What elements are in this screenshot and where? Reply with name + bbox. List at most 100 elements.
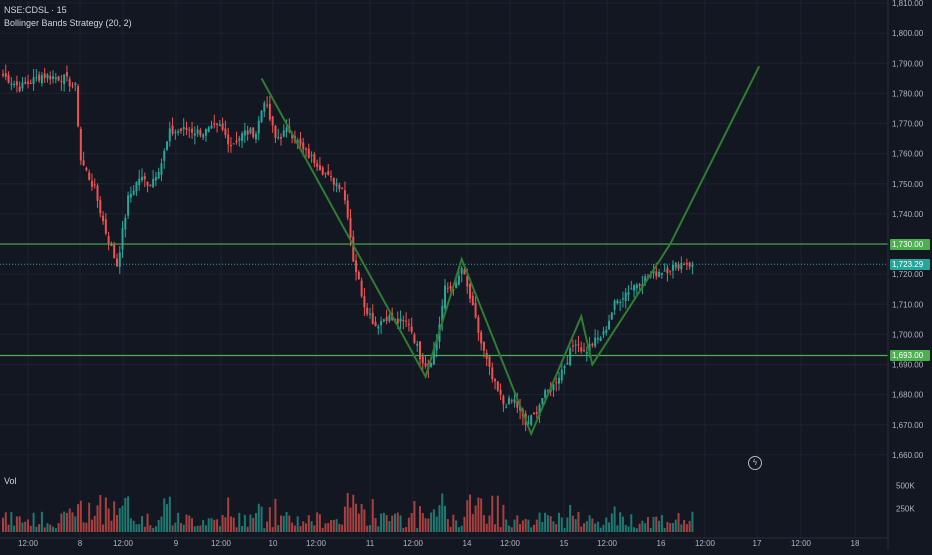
candle-body bbox=[532, 413, 535, 415]
volume-bar bbox=[480, 498, 483, 532]
volume-bar bbox=[338, 523, 341, 532]
time-tick-label: 12:00 bbox=[18, 539, 39, 548]
candle-body bbox=[179, 128, 182, 132]
symbol-title[interactable]: NSE:CDSL · 15 bbox=[4, 5, 67, 15]
volume-bar bbox=[260, 506, 263, 532]
volume-bar bbox=[630, 514, 633, 532]
volume-bar bbox=[124, 497, 127, 532]
candle-body bbox=[591, 343, 594, 346]
volume-bar bbox=[207, 518, 210, 532]
candle-body bbox=[349, 217, 352, 238]
volume-bar bbox=[516, 515, 519, 532]
candle-body bbox=[513, 399, 516, 403]
candle-body bbox=[127, 195, 130, 216]
volume-bar bbox=[419, 506, 421, 532]
candle-body bbox=[352, 236, 355, 262]
volume-bar bbox=[29, 525, 32, 532]
candle-body bbox=[135, 182, 138, 192]
volume-bar bbox=[658, 520, 661, 532]
price-axis-panel bbox=[888, 0, 932, 550]
volume-bar bbox=[666, 521, 669, 532]
lightning-icon[interactable]: ϟ bbox=[748, 456, 762, 470]
volume-bar bbox=[107, 508, 110, 532]
volume-bar bbox=[93, 515, 96, 532]
volume-bar bbox=[15, 516, 18, 532]
volume-bar bbox=[569, 505, 572, 532]
volume-bar bbox=[346, 492, 349, 532]
candle-body bbox=[263, 103, 266, 112]
candle-body bbox=[310, 154, 313, 156]
volume-bar bbox=[505, 519, 508, 532]
volume-bar bbox=[566, 517, 569, 532]
pattern-drawing[interactable] bbox=[260, 65, 761, 437]
candle-body bbox=[413, 334, 416, 343]
volume-bar bbox=[519, 524, 522, 532]
candle-body bbox=[516, 401, 519, 408]
candle-body bbox=[196, 129, 199, 134]
horizontal-levels[interactable] bbox=[0, 243, 888, 357]
candle-body bbox=[466, 275, 469, 287]
candle-body bbox=[527, 422, 530, 424]
volume-bar bbox=[280, 515, 282, 532]
volume-bar bbox=[382, 512, 385, 532]
candle-body bbox=[602, 331, 605, 335]
time-tick-label: 15 bbox=[560, 539, 569, 548]
volume-bar bbox=[241, 526, 244, 532]
volume-bar bbox=[413, 501, 416, 532]
volume-bar bbox=[388, 521, 391, 532]
volume-bar bbox=[541, 522, 544, 532]
volume-bar bbox=[455, 520, 458, 532]
candle-body bbox=[630, 288, 633, 290]
volume-bar bbox=[110, 520, 113, 532]
volume-bar bbox=[90, 519, 93, 532]
candle-body bbox=[296, 140, 299, 144]
candle-body bbox=[271, 116, 274, 126]
volume-bar bbox=[585, 521, 588, 532]
volume-bar bbox=[160, 516, 163, 532]
candle-body bbox=[77, 86, 80, 127]
volume-bar bbox=[507, 525, 510, 532]
volume-bar bbox=[683, 520, 686, 532]
volume-bar bbox=[277, 525, 280, 532]
candle-body bbox=[491, 367, 494, 380]
volume-bar bbox=[663, 527, 666, 532]
candle-body bbox=[671, 264, 674, 271]
candle-body bbox=[249, 128, 252, 134]
volume-bar bbox=[680, 524, 683, 532]
candle-body bbox=[360, 280, 363, 297]
indicator-title[interactable]: Bollinger Bands Strategy (20, 2) bbox=[4, 18, 132, 28]
candle-body bbox=[260, 111, 263, 122]
volume-bar bbox=[4, 512, 7, 532]
price-tick-label: 1,660.00 bbox=[892, 451, 924, 460]
candle-body bbox=[257, 120, 260, 134]
candle-body bbox=[374, 321, 377, 327]
volume-bar bbox=[432, 509, 435, 532]
candle-body bbox=[191, 128, 194, 133]
candle-body bbox=[82, 160, 85, 166]
volume-bar bbox=[641, 520, 644, 532]
candle-body bbox=[285, 127, 288, 132]
candle-body bbox=[480, 332, 483, 344]
volume-bar bbox=[316, 512, 319, 532]
price-tick-label: 1,790.00 bbox=[892, 59, 924, 68]
volume-bar bbox=[332, 519, 335, 532]
time-tick-label: 10 bbox=[269, 539, 278, 548]
candle-body bbox=[115, 258, 118, 267]
price-tick-label: 1,710.00 bbox=[892, 300, 924, 309]
volume-bar bbox=[652, 516, 655, 532]
candle-body bbox=[229, 145, 232, 147]
volume-bar bbox=[558, 512, 560, 532]
volume-bar bbox=[166, 504, 169, 532]
candle-body bbox=[129, 193, 132, 198]
candle-body bbox=[546, 390, 549, 392]
volume-bar bbox=[599, 527, 602, 532]
candle-body bbox=[538, 404, 541, 417]
price-tick-label: 1,740.00 bbox=[892, 210, 924, 219]
candle-body bbox=[4, 73, 7, 77]
volume-bar bbox=[249, 514, 252, 532]
candle-body bbox=[307, 148, 310, 158]
candle-body bbox=[99, 200, 102, 214]
candle-body bbox=[608, 320, 611, 330]
